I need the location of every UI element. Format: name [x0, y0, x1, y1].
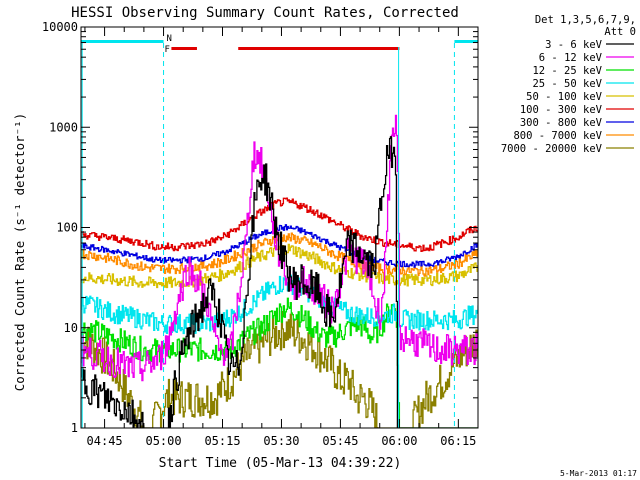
y-tick-label: 10 [64, 321, 78, 335]
x-tick-label: 05:00 [145, 434, 181, 448]
night-flag-label: N [167, 34, 172, 44]
legend-label: 800 - 7000 keV [513, 130, 602, 142]
series-line [81, 232, 478, 277]
chart-title: HESSI Observing Summary Count Rates, Cor… [71, 5, 459, 21]
flare-flag-bar [171, 47, 197, 50]
legend-label: 12 - 25 keV [532, 65, 602, 77]
legend-label: 3 - 6 keV [545, 39, 603, 51]
y-axis-label: Corrected Count Rate (s⁻¹ detector⁻¹) [12, 113, 27, 391]
series-line [81, 136, 478, 428]
night-flag-bar [81, 40, 164, 43]
axes: 1 10 100 1000 10000 04:45 05:00 05:15 05:30 05:45… [42, 20, 479, 448]
series-line [81, 197, 478, 252]
legend-label: 300 - 800 keV [520, 117, 603, 129]
series-line [81, 224, 478, 268]
legend-header: Att 0 [604, 26, 636, 38]
x-tick-label: 06:00 [381, 434, 417, 448]
observing-flags: NF [81, 34, 478, 428]
series-line [81, 274, 478, 335]
x-axis-label: Start Time (05-Mar-13 04:39:22) [159, 456, 402, 471]
y-tick-label: 1000 [49, 120, 78, 134]
night-flag-bar [454, 40, 478, 43]
legend-header: Det 1,3,5,6,7,9, [535, 14, 636, 26]
legend-label: 50 - 100 keV [526, 91, 603, 103]
legend-label: 100 - 300 keV [520, 104, 603, 116]
x-tick-label: 05:30 [263, 434, 299, 448]
y-tick-label: 100 [56, 221, 78, 235]
x-tick-label: 05:15 [204, 434, 240, 448]
footer-timestamp: 5-Mar-2013 01:17 [560, 469, 637, 478]
x-tick-label: 04:45 [87, 434, 123, 448]
flare-flag-label: F [165, 45, 170, 55]
x-tick-label: 06:15 [440, 434, 476, 448]
y-tick-label: 10000 [42, 20, 78, 34]
x-tick-label: 05:45 [322, 434, 358, 448]
legend-label: 7000 - 20000 keV [501, 143, 603, 155]
legend-label: 25 - 50 keV [532, 78, 602, 90]
flare-flag-bar [238, 47, 400, 50]
y-tick-label: 1 [71, 421, 78, 435]
legend-label: 6 - 12 keV [539, 52, 603, 64]
